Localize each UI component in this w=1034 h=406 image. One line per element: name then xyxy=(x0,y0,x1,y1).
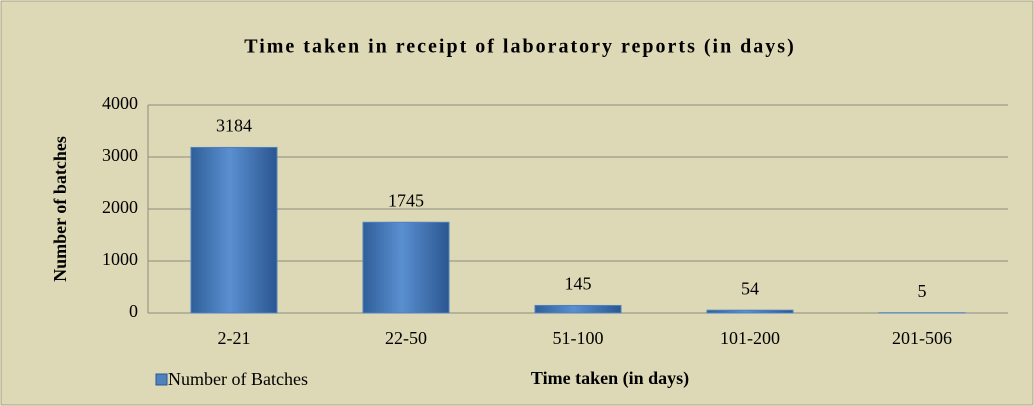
bar xyxy=(534,304,622,314)
data-label: 145 xyxy=(565,274,592,294)
x-tick-label: 101-200 xyxy=(720,328,780,348)
y-tick-label: 2000 xyxy=(102,197,138,217)
x-tick-label: 201-506 xyxy=(892,328,952,348)
data-label: 1745 xyxy=(388,190,424,210)
x-tick-label: 51-100 xyxy=(553,328,604,348)
bar xyxy=(706,309,794,314)
data-label: 54 xyxy=(741,278,759,298)
y-tick-label: 4000 xyxy=(102,93,138,113)
legend-marker xyxy=(155,373,168,386)
y-tick-label: 1000 xyxy=(102,249,138,269)
data-label: 3184 xyxy=(216,116,252,136)
y-axis-title: Number of batches xyxy=(50,136,70,282)
x-tick-label: 22-50 xyxy=(385,328,427,348)
y-tick-label: 0 xyxy=(129,301,138,321)
x-axis-title: Time taken (in days) xyxy=(531,368,689,389)
chart-title: Time taken in receipt of laboratory repo… xyxy=(244,36,796,58)
legend-label: Number of Batches xyxy=(168,369,308,389)
y-tick-label: 3000 xyxy=(102,145,138,165)
data-label: 5 xyxy=(918,281,927,301)
bar xyxy=(190,146,278,314)
bar xyxy=(362,221,450,314)
x-tick-label: 2-21 xyxy=(218,328,251,348)
